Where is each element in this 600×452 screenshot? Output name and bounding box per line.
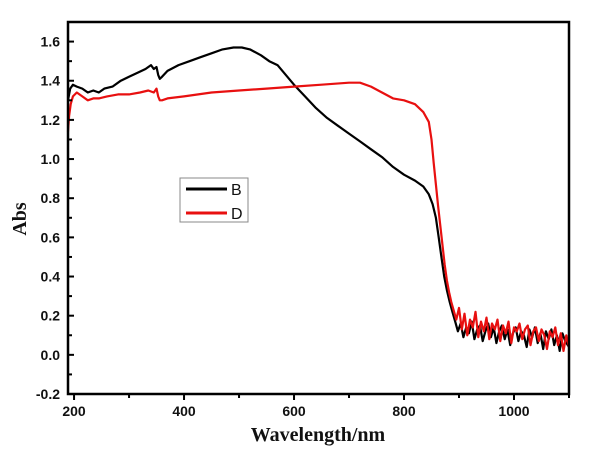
series-line-b bbox=[66, 46, 570, 352]
legend-label-b: B bbox=[231, 182, 242, 199]
plot-frame bbox=[66, 20, 571, 396]
y-tick-label: 0.8 bbox=[41, 190, 61, 206]
y-tick-label: 1.4 bbox=[41, 73, 61, 89]
y-tick-label: 0.6 bbox=[41, 229, 61, 245]
plot-area bbox=[66, 46, 571, 352]
legend-label-d: D bbox=[231, 206, 243, 223]
y-tick-label: 0.4 bbox=[41, 269, 61, 285]
x-tick-label: 200 bbox=[62, 403, 86, 419]
x-tick-label: 400 bbox=[172, 403, 196, 419]
y-tick-label: 0.2 bbox=[41, 308, 61, 324]
y-tick-label: 1.6 bbox=[41, 34, 61, 50]
y-tick-label: -0.2 bbox=[36, 386, 60, 402]
x-tick-label: 1000 bbox=[498, 403, 529, 419]
y-tick-label: 1.0 bbox=[41, 151, 61, 167]
legend-box bbox=[179, 177, 249, 223]
x-axis: 200 400 600 800 1000 bbox=[62, 394, 570, 419]
y-axis-title: Abs bbox=[9, 202, 31, 236]
series-line-d bbox=[66, 81, 571, 352]
x-axis-title: Wavelength/nm bbox=[251, 424, 386, 446]
y-tick-label: 1.2 bbox=[41, 112, 61, 128]
x-tick-label: 800 bbox=[392, 403, 416, 419]
legend: B D bbox=[179, 177, 249, 223]
x-tick-label: 600 bbox=[282, 403, 306, 419]
y-tick-label: 0.0 bbox=[41, 347, 61, 363]
y-axis: -0.2 0.0 0.2 0.4 0.6 0.8 1.0 1.2 1.4 1.6 bbox=[36, 21, 74, 402]
